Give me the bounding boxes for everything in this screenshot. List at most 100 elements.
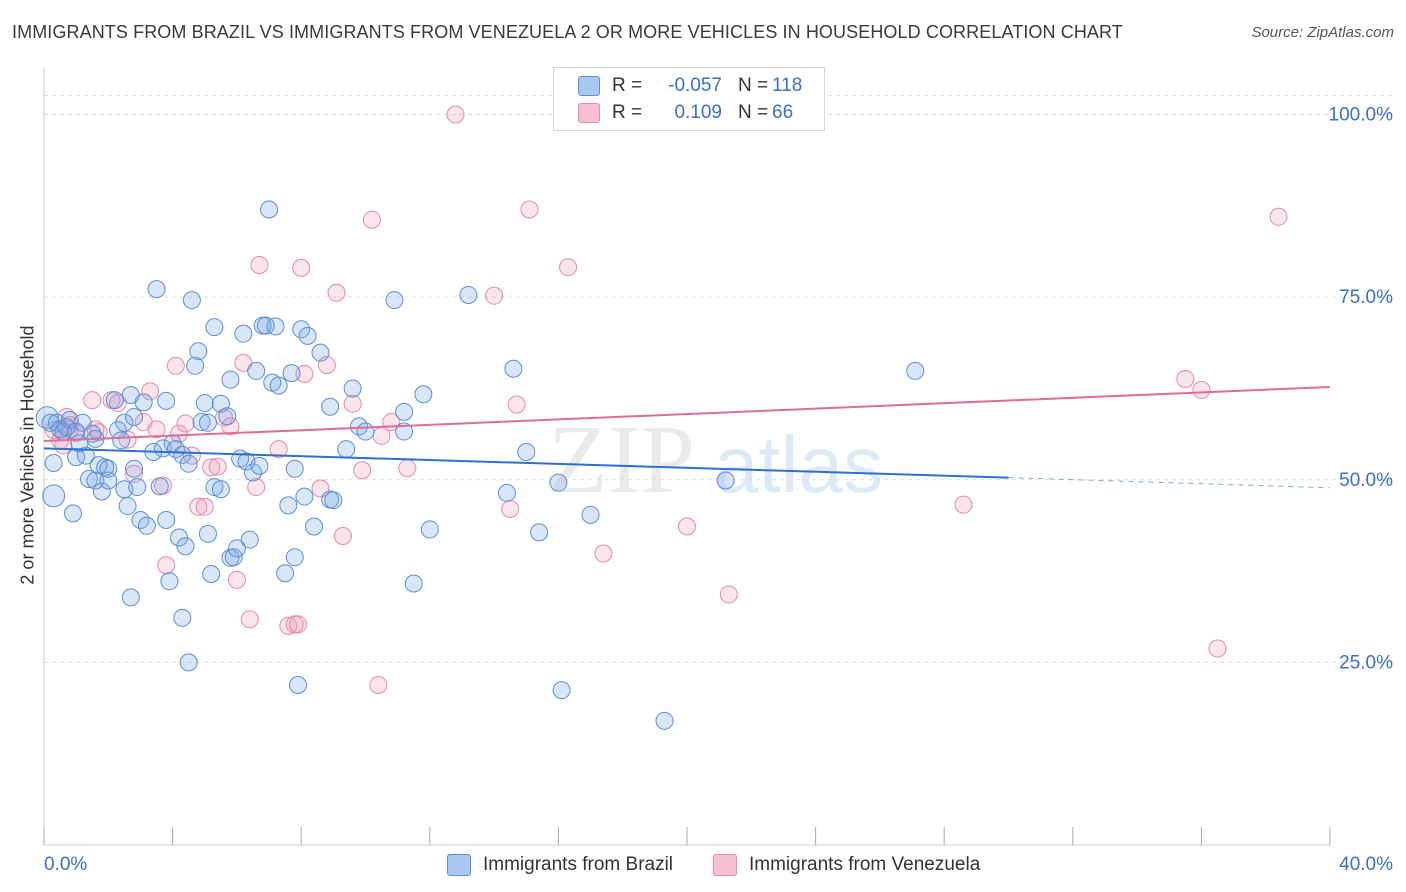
chart-title: IMMIGRANTS FROM BRAZIL VS IMMIGRANTS FRO… — [12, 22, 1123, 42]
brazil-point — [420, 520, 439, 539]
brazil-point — [211, 480, 230, 499]
brazil-point — [260, 200, 279, 219]
brazil-point — [76, 446, 95, 465]
venezuela-point — [176, 414, 195, 433]
brazil-point — [552, 681, 571, 700]
series-venezuela — [44, 105, 1288, 695]
bottom-legend-swatch-brazil — [447, 854, 471, 876]
trend-lines — [43, 385, 1331, 489]
brazil-point — [198, 524, 217, 543]
venezuela-point — [269, 440, 288, 459]
axes — [43, 68, 1331, 846]
brazil-point — [182, 291, 201, 310]
legend-r-label: R = — [612, 102, 643, 123]
legend-n-value: 66 — [772, 102, 794, 123]
brazil-point — [157, 391, 176, 410]
bottom-legend-venezuela: Immigrants from Venezuela — [713, 851, 980, 879]
brazil-point — [176, 537, 195, 556]
y-tick-label: 75.0% — [1339, 287, 1393, 308]
brazil-point — [243, 463, 262, 482]
venezuela-point — [594, 544, 613, 563]
brazil-point — [105, 391, 124, 410]
brazil-point — [125, 459, 144, 478]
brazil-point — [234, 324, 253, 343]
x-tick-label: 0.0% — [44, 854, 87, 875]
brazil-point — [321, 397, 340, 416]
venezuela-point — [195, 497, 214, 516]
brazil-point — [459, 285, 478, 304]
brazil-point — [179, 454, 198, 473]
legend-r-value: 0.109 — [674, 102, 722, 123]
brazil-point — [298, 326, 317, 345]
brazil-point — [80, 470, 99, 489]
legend-r-value: -0.057 — [668, 75, 722, 96]
brazil-point — [250, 456, 269, 475]
brazil-point — [170, 528, 189, 547]
brazil-point — [292, 320, 311, 339]
legend-n-label: N = — [738, 75, 769, 96]
brazil-point — [198, 413, 217, 432]
tick-labels: 25.0% 50.0% 75.0% 100.0% 0.0% 40.0% — [44, 105, 1393, 875]
venezuela-point — [501, 499, 520, 518]
brazil-point — [218, 407, 237, 426]
brazil-point — [276, 564, 295, 583]
venezuela-point — [240, 610, 259, 629]
venezuela-point — [166, 356, 185, 375]
venezuela-point — [250, 256, 269, 275]
venezuela-point — [208, 457, 227, 476]
y-tick-label: 25.0% — [1339, 652, 1393, 673]
brazil-point — [395, 402, 414, 421]
brazil-point — [195, 394, 214, 413]
brazil-point — [63, 504, 82, 523]
brazil-point — [205, 478, 224, 497]
venezuela-point — [108, 394, 127, 413]
venezuela-point — [147, 420, 166, 439]
venezuela-point — [520, 200, 539, 219]
watermark-atlas: atlas — [714, 420, 883, 509]
brazil-trend-line — [43, 447, 1009, 479]
brazil-point — [179, 653, 198, 672]
venezuela-point — [221, 417, 240, 436]
venezuela-point — [292, 258, 311, 277]
venezuela-point — [83, 391, 102, 410]
brazil-point — [716, 471, 735, 490]
brazil-point — [150, 477, 169, 496]
venezuela-point — [157, 556, 176, 575]
brazil-point — [655, 711, 674, 730]
brazil-point — [324, 491, 343, 510]
legend-swatch-brazil — [578, 76, 600, 96]
brazil-point — [42, 484, 66, 508]
venezuela-point — [353, 461, 372, 480]
brazil-point — [173, 608, 192, 627]
legend-row-brazil: R = -0.057 N = 118 — [578, 73, 802, 99]
brazil-point — [497, 483, 516, 502]
brazil-point — [337, 440, 356, 459]
brazil-point — [115, 413, 134, 432]
brazil-trend-extension — [1008, 477, 1331, 489]
venezuela-point — [215, 408, 234, 427]
venezuela-point — [485, 286, 504, 305]
brazil-point — [112, 431, 131, 450]
brazil-point — [202, 564, 221, 583]
venezuela-point — [189, 497, 208, 516]
venezuela-point — [343, 394, 362, 413]
venezuela-point — [227, 570, 246, 589]
brazil-point — [192, 413, 211, 432]
venezuela-point — [954, 495, 973, 514]
y-tick-label: 50.0% — [1339, 470, 1393, 491]
venezuela-trend-line — [43, 385, 1331, 443]
brazil-point — [89, 456, 108, 475]
brazil-point — [128, 478, 147, 497]
brazil-point — [311, 343, 330, 362]
venezuela-point — [279, 616, 298, 635]
brazil-point — [121, 588, 140, 607]
legend-n-label: N = — [738, 102, 769, 123]
venezuela-point — [288, 615, 307, 634]
brazil-point — [205, 318, 224, 337]
venezuela-point — [202, 458, 221, 477]
venezuela-point — [559, 258, 578, 277]
brazil-point — [99, 471, 118, 490]
brazil-point — [137, 516, 156, 535]
bottom-legend-label-brazil: Immigrants from Brazil — [483, 854, 674, 875]
